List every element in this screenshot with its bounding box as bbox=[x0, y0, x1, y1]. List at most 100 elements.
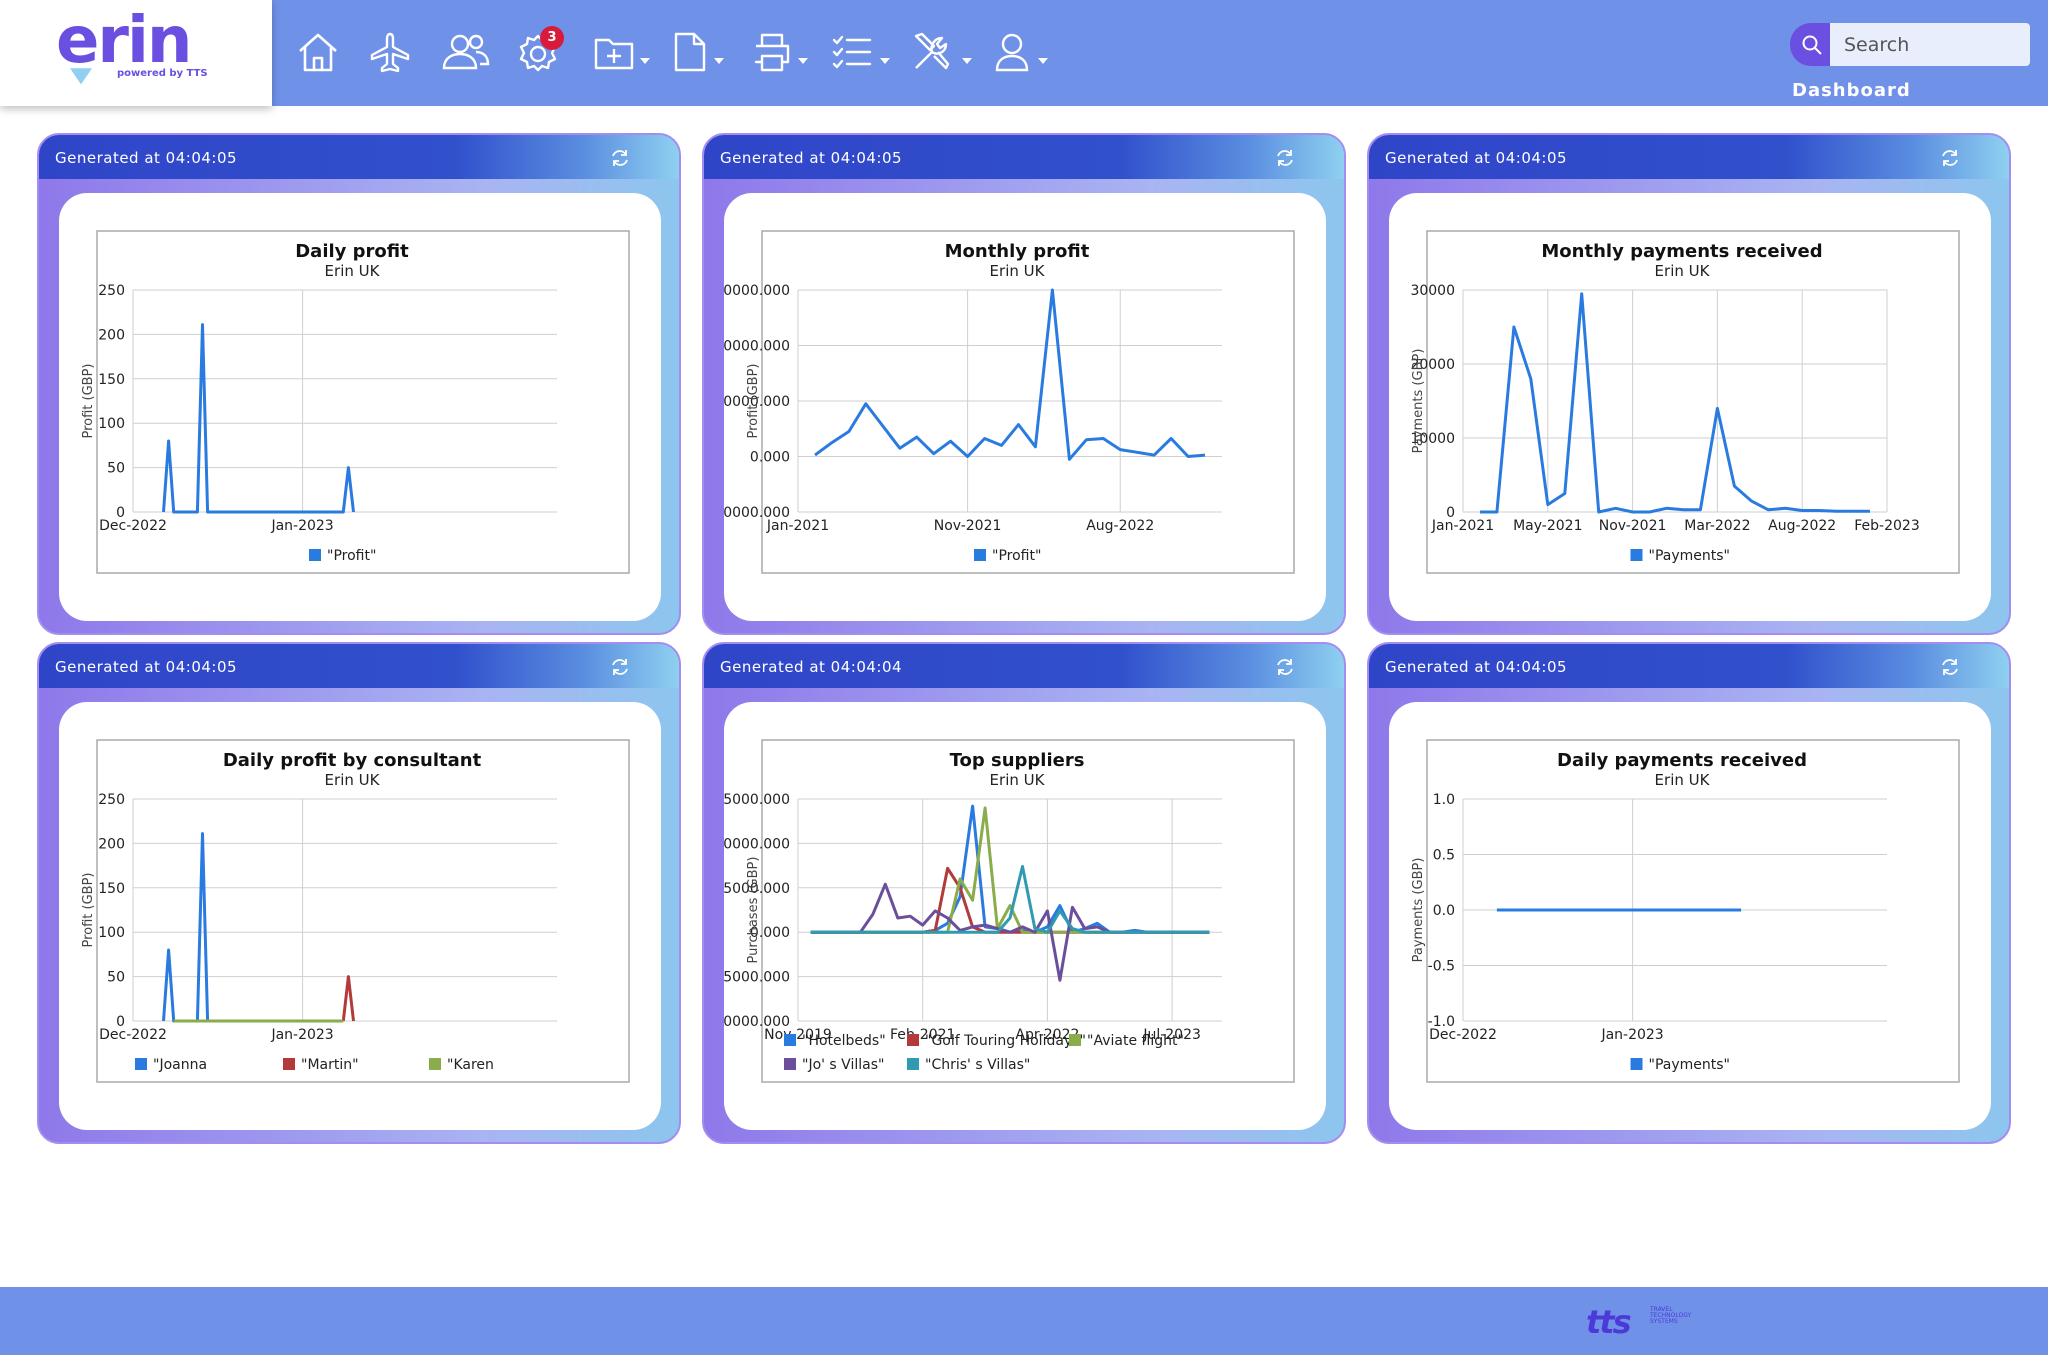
legend-swatch bbox=[135, 1058, 147, 1070]
x-tick-label: Apr-2022 bbox=[1015, 1027, 1079, 1043]
chart-card: Daily payments received Erin UK -1.0 -0.5 0.… bbox=[1389, 702, 1991, 1130]
chart-subtitle: Erin UK bbox=[1655, 771, 1711, 789]
nav-home[interactable] bbox=[296, 24, 346, 84]
search-button[interactable] bbox=[1790, 23, 1832, 66]
chart-card: Daily profit Erin UK 0 50 100 150 200 250 Dec-20… bbox=[59, 193, 661, 621]
chart-frame bbox=[761, 739, 1295, 1083]
refresh-icon[interactable] bbox=[609, 147, 631, 169]
y-tick-label: -1.0 bbox=[1428, 1014, 1455, 1030]
legend-swatch bbox=[784, 1034, 796, 1046]
y-tick-label: 10000 bbox=[1410, 431, 1455, 447]
legend-swatch bbox=[784, 1058, 796, 1070]
nav-settings[interactable]: 3 bbox=[516, 24, 576, 84]
widget-generated-time: Generated at 04:04:05 bbox=[720, 149, 903, 167]
dashboard-widget: Generated at 04:04:05 Daily payments rece… bbox=[1367, 642, 2011, 1144]
chart-subtitle: Erin UK bbox=[990, 262, 1046, 280]
chart-frame bbox=[96, 739, 630, 1083]
nav-clients[interactable] bbox=[440, 24, 494, 84]
y-tick-label: 200 bbox=[98, 327, 125, 343]
document-icon bbox=[674, 32, 706, 72]
search-icon bbox=[1802, 35, 1822, 55]
x-tick-label: Aug-2022 bbox=[1086, 518, 1154, 534]
plane-icon bbox=[370, 32, 410, 73]
legend-label: "Hotelbeds" bbox=[802, 1033, 886, 1049]
search-input[interactable] bbox=[1830, 23, 2030, 66]
chart-frame bbox=[761, 230, 1295, 574]
x-tick-label: May-2021 bbox=[1513, 518, 1582, 534]
legend-label: "Jo' s Villas" bbox=[802, 1057, 884, 1073]
x-tick-label: Jan-2023 bbox=[270, 1027, 333, 1043]
search-box bbox=[1790, 23, 2030, 66]
dashboard-widget: Generated at 04:04:05 Monthly profit Erin … bbox=[702, 133, 1346, 635]
widget-generated-time: Generated at 04:04:05 bbox=[55, 658, 238, 676]
x-tick-label: Dec-2022 bbox=[99, 1027, 167, 1043]
legend-label: "Chris' s Villas" bbox=[925, 1057, 1030, 1073]
dashboard-widget: Generated at 04:04:05 Daily profit Erin UK… bbox=[37, 133, 681, 635]
chart-title: Daily profit bbox=[295, 241, 409, 262]
notification-badge: 3 bbox=[540, 26, 564, 50]
y-tick-label: 50000.000 bbox=[724, 836, 790, 852]
footer-logo: tts bbox=[1586, 1303, 1632, 1341]
logo[interactable]: erin powered by TTS bbox=[0, 0, 272, 106]
y-tick-label: 40000.000 bbox=[724, 339, 790, 355]
legend-label: "Joanna bbox=[153, 1057, 207, 1073]
y-tick-label: 20000.000 bbox=[724, 394, 790, 410]
widget-generated-time: Generated at 04:04:05 bbox=[1385, 658, 1568, 676]
footer: tts TRAVEL TECHNOLOGY SYSTEMS bbox=[0, 1287, 2048, 1355]
nav-flights[interactable] bbox=[368, 24, 418, 84]
nav-tools[interactable] bbox=[910, 24, 972, 84]
y-tick-label: 0 bbox=[116, 505, 125, 521]
legend-label: "Payments" bbox=[1649, 1057, 1730, 1073]
top-navigation-bar: erin powered by TTS bbox=[0, 0, 2048, 106]
series-line bbox=[810, 882, 1210, 982]
x-tick-label: Nov-2021 bbox=[934, 518, 1002, 534]
y-tick-label: 0.000 bbox=[750, 925, 790, 941]
dashboard-widget: Generated at 04:04:04 Top suppliers Erin U… bbox=[702, 642, 1346, 1144]
series-line bbox=[1480, 292, 1870, 514]
widget-header: Generated at 04:04:05 bbox=[1369, 135, 2009, 179]
y-tick-label: 150 bbox=[98, 372, 125, 388]
chart-subtitle: Erin UK bbox=[990, 771, 1046, 789]
legend-label: "Aviate flight" bbox=[1087, 1033, 1184, 1049]
y-axis-label: Profit (GBP) bbox=[746, 363, 761, 438]
widget-generated-time: Generated at 04:04:04 bbox=[720, 658, 903, 676]
nav-documents[interactable] bbox=[672, 24, 728, 84]
refresh-icon[interactable] bbox=[1939, 147, 1961, 169]
checklist-icon bbox=[832, 35, 872, 69]
x-tick-label: Jan-2021 bbox=[766, 518, 829, 534]
nav-tasks[interactable] bbox=[830, 24, 890, 84]
tools-icon bbox=[914, 32, 950, 70]
series-line bbox=[814, 288, 1206, 461]
user-icon bbox=[995, 33, 1029, 72]
y-tick-label: -50000.000 bbox=[724, 1014, 790, 1030]
series-line bbox=[162, 323, 355, 514]
nav-print[interactable] bbox=[750, 24, 808, 84]
refresh-icon[interactable] bbox=[1939, 656, 1961, 678]
chart-title: Top suppliers bbox=[950, 750, 1085, 771]
chart-frame bbox=[1426, 230, 1960, 574]
chart-subtitle: Erin UK bbox=[1655, 262, 1711, 280]
nav-new-folder[interactable] bbox=[592, 24, 652, 84]
nav-account[interactable] bbox=[994, 24, 1050, 84]
dashboard-widget: Generated at 04:04:05 Daily profit by con… bbox=[37, 642, 681, 1144]
legend-swatch bbox=[1630, 549, 1643, 561]
x-tick-label: Jul-2023 bbox=[1142, 1027, 1201, 1043]
widget-generated-time: Generated at 04:04:05 bbox=[55, 149, 238, 167]
refresh-icon[interactable] bbox=[1274, 656, 1296, 678]
footer-logo-subtitle: TRAVEL TECHNOLOGY SYSTEMS bbox=[1650, 1306, 1692, 1325]
y-axis-label: Purchases (GBP) bbox=[746, 857, 761, 964]
widget-header: Generated at 04:04:05 bbox=[1369, 644, 2009, 688]
y-tick-label: 20000 bbox=[1410, 357, 1455, 373]
refresh-icon[interactable] bbox=[1274, 147, 1296, 169]
chevron-down-icon bbox=[798, 58, 808, 64]
refresh-icon[interactable] bbox=[609, 656, 631, 678]
y-tick-label: -20000.000 bbox=[724, 505, 790, 521]
y-tick-label: 0 bbox=[116, 1014, 125, 1030]
logo-text: erin bbox=[56, 4, 192, 78]
legend-swatch bbox=[974, 549, 986, 561]
legend-label: "Profit" bbox=[327, 548, 376, 564]
chevron-down-icon bbox=[640, 58, 650, 64]
legend-swatch bbox=[309, 549, 321, 561]
